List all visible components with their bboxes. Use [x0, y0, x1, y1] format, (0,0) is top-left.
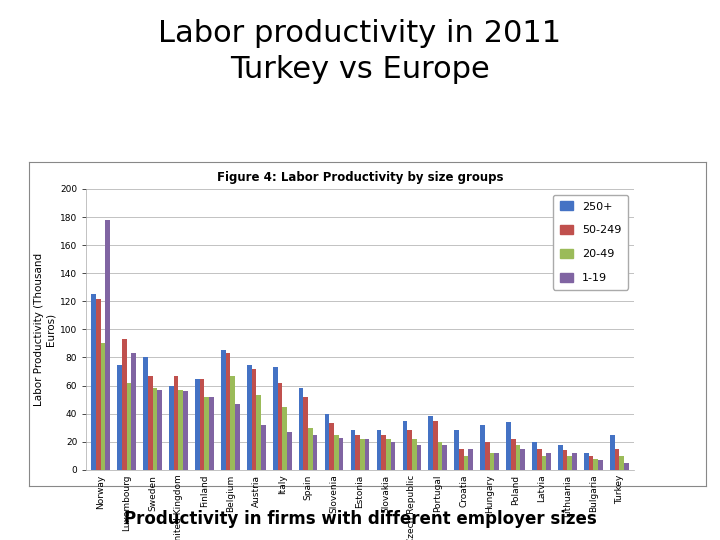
Bar — [438, 442, 443, 470]
Bar — [174, 376, 179, 470]
Bar — [377, 430, 382, 470]
Bar — [183, 391, 188, 470]
Bar — [261, 425, 266, 470]
Bar — [610, 435, 615, 470]
Bar — [247, 364, 251, 470]
Bar — [624, 463, 629, 470]
Bar — [408, 430, 412, 470]
Bar — [303, 397, 308, 470]
Bar — [584, 453, 589, 470]
Bar — [541, 456, 546, 470]
Bar — [459, 449, 464, 470]
Bar — [153, 388, 157, 470]
Bar — [235, 404, 240, 470]
Bar — [454, 430, 459, 470]
Bar — [490, 453, 495, 470]
Bar — [412, 439, 417, 470]
Bar — [256, 395, 261, 470]
Bar — [225, 353, 230, 470]
Bar — [91, 294, 96, 470]
Bar — [615, 449, 619, 470]
Bar — [251, 369, 256, 470]
Bar — [485, 442, 490, 470]
Bar — [329, 423, 334, 470]
Bar — [464, 456, 469, 470]
Bar — [364, 439, 369, 470]
Bar — [495, 453, 499, 470]
Bar — [334, 435, 338, 470]
Bar — [351, 430, 356, 470]
Bar — [532, 442, 537, 470]
Bar — [417, 444, 421, 470]
Bar — [209, 397, 214, 470]
Bar — [273, 367, 277, 470]
Bar — [506, 422, 511, 470]
Bar — [563, 450, 567, 470]
Bar — [277, 383, 282, 470]
Y-axis label: Labor Productivity (Thousand
Euros): Labor Productivity (Thousand Euros) — [35, 253, 56, 406]
Bar — [391, 442, 395, 470]
Bar — [619, 456, 624, 470]
Bar — [143, 357, 148, 470]
Bar — [433, 421, 438, 470]
Bar — [443, 444, 447, 470]
Bar — [131, 353, 136, 470]
Bar — [572, 453, 577, 470]
Text: Labor productivity in 2011
Turkey vs Europe: Labor productivity in 2011 Turkey vs Eur… — [158, 19, 562, 84]
Bar — [402, 421, 408, 470]
Bar — [117, 364, 122, 470]
Bar — [338, 437, 343, 470]
Legend: 250+, 50-249, 20-49, 1-19: 250+, 50-249, 20-49, 1-19 — [553, 194, 628, 289]
Bar — [221, 350, 225, 470]
Bar — [516, 444, 521, 470]
Bar — [287, 432, 292, 470]
Bar — [558, 444, 563, 470]
Bar — [101, 343, 105, 470]
Bar — [386, 439, 391, 470]
Bar — [382, 435, 386, 470]
Bar — [299, 388, 303, 470]
Bar — [546, 453, 551, 470]
Bar — [511, 439, 516, 470]
Bar — [169, 386, 174, 470]
Bar — [230, 376, 235, 470]
Bar — [593, 458, 598, 470]
Bar — [325, 414, 329, 470]
Bar — [356, 435, 360, 470]
Bar — [598, 460, 603, 470]
Bar — [360, 439, 364, 470]
Bar — [96, 299, 101, 470]
Bar — [122, 339, 127, 470]
Bar — [537, 449, 541, 470]
Title: Figure 4: Labor Productivity by size groups: Figure 4: Labor Productivity by size gro… — [217, 171, 503, 184]
Bar — [428, 416, 433, 470]
Bar — [308, 428, 312, 470]
Bar — [282, 407, 287, 470]
Bar — [127, 383, 131, 470]
Bar — [179, 390, 183, 470]
Bar — [480, 425, 485, 470]
Bar — [195, 379, 199, 470]
Bar — [312, 435, 318, 470]
Bar — [521, 449, 525, 470]
Bar — [105, 220, 110, 470]
Bar — [204, 397, 209, 470]
Bar — [148, 376, 153, 470]
Text: Productivity in firms with different employer sizes: Productivity in firms with different emp… — [124, 510, 596, 528]
Bar — [199, 379, 204, 470]
Bar — [589, 456, 593, 470]
Bar — [469, 449, 473, 470]
Bar — [567, 456, 572, 470]
Bar — [157, 390, 162, 470]
